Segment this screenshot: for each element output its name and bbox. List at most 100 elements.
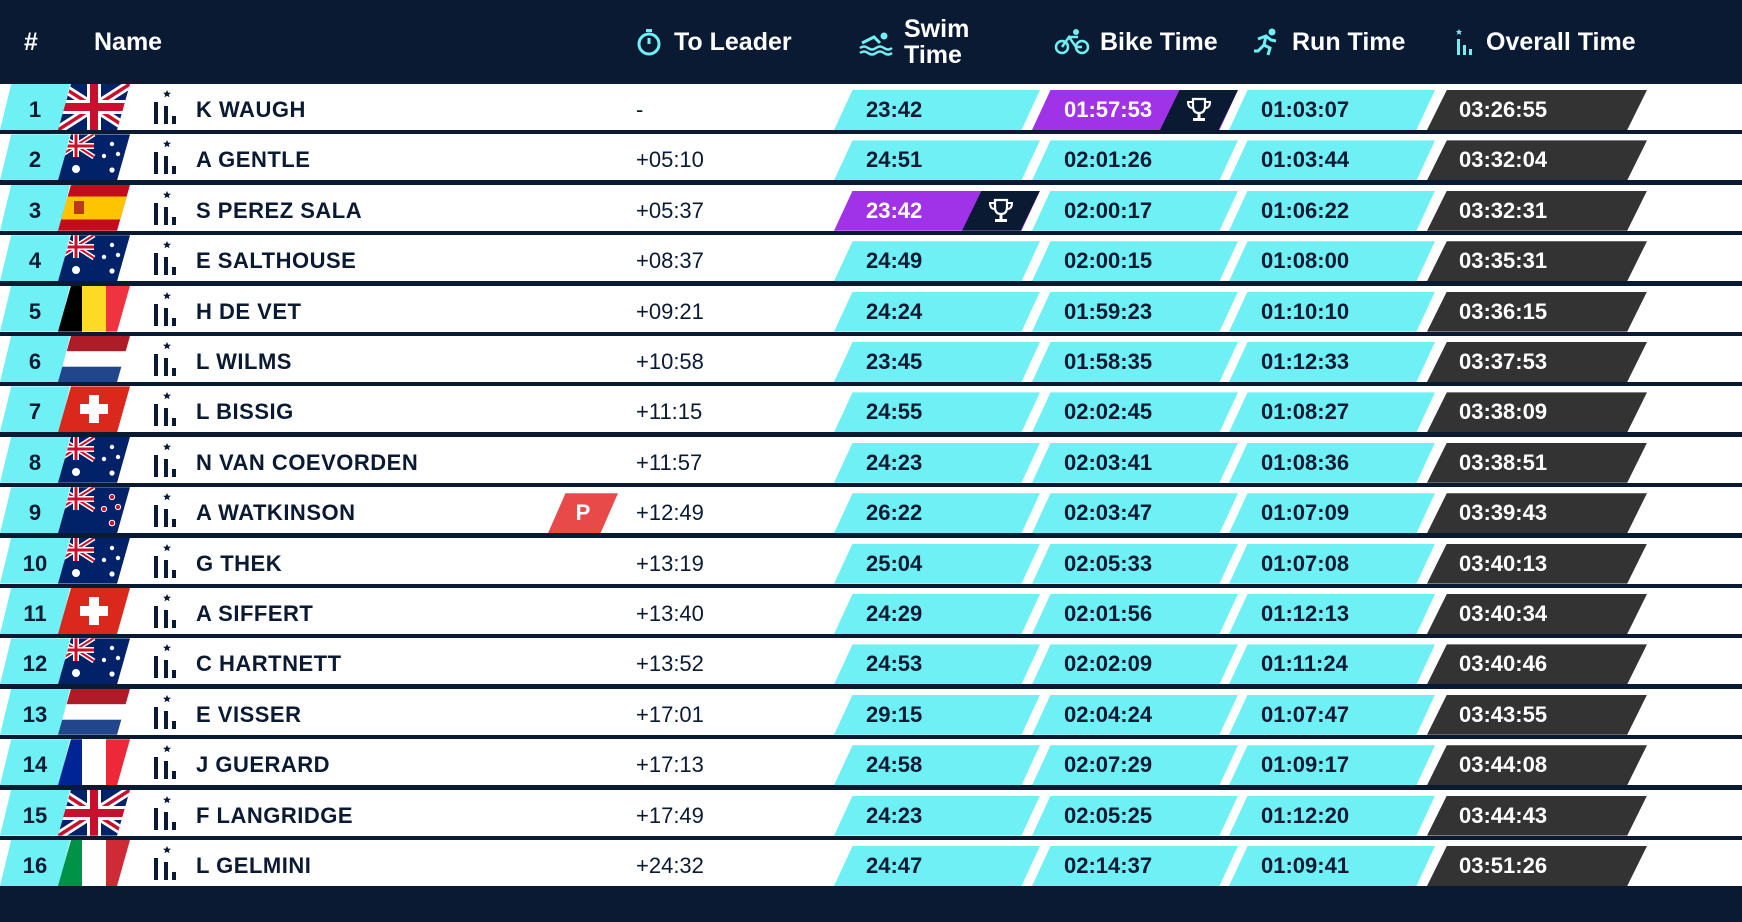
table-row[interactable]: 14 J GUERARD +17:13 24:58 02:07:29 01:09:17 03… <box>0 739 1742 786</box>
table-row[interactable]: 11 A SIFFERT +13:40 24:29 02:01:56 01:12:13 03… <box>0 588 1742 634</box>
stats-icon[interactable] <box>150 795 176 832</box>
header-to-leader: To Leader <box>634 0 792 84</box>
bike-time-cell: 02:05:25 <box>1032 795 1238 836</box>
to-leader-value: +12:49 <box>636 500 704 526</box>
table-row[interactable]: 9 A WATKINSON P +12:49 26:22 02:03:47 01:07:09… <box>0 487 1742 534</box>
rank-badge: 8 <box>0 436 70 483</box>
overall-time-cell: 03:39:43 <box>1427 493 1647 534</box>
athlete-name[interactable]: G THEK <box>196 550 283 576</box>
stats-icon[interactable] <box>150 694 176 731</box>
stats-icon[interactable] <box>150 342 176 378</box>
swim-time-cell: 24:49 <box>834 241 1040 282</box>
athlete-name[interactable]: L BISSIG <box>196 399 294 425</box>
table-header: # Name To Leader Swim Time Bike Time Run… <box>0 0 1742 84</box>
overall-time-cell: 03:38:09 <box>1427 392 1647 433</box>
rank-badge: 13 <box>0 688 70 735</box>
stats-icon[interactable] <box>150 392 176 428</box>
to-leader-value: +10:58 <box>636 349 704 374</box>
bike-time-cell: 02:01:26 <box>1032 140 1238 181</box>
to-leader-value: +13:40 <box>636 601 704 626</box>
bike-time-cell: 01:58:35 <box>1032 342 1238 382</box>
run-time-cell: 01:07:08 <box>1229 543 1435 584</box>
athlete-name[interactable]: A GENTLE <box>196 147 311 173</box>
stats-icon[interactable] <box>150 745 176 781</box>
run-time-cell: 01:03:44 <box>1229 140 1435 181</box>
to-leader-value: +09:21 <box>636 298 704 324</box>
athlete-name[interactable]: E SALTHOUSE <box>196 248 357 274</box>
athlete-name[interactable]: L GELMINI <box>196 853 312 878</box>
athlete-name[interactable]: S PEREZ SALA <box>196 197 363 223</box>
stats-icon[interactable] <box>150 493 176 529</box>
stats-icon[interactable] <box>150 90 176 126</box>
rank-badge: 2 <box>0 134 70 181</box>
athlete-name[interactable]: E VISSER <box>196 701 302 727</box>
run-time-cell: 01:11:24 <box>1229 644 1435 685</box>
athlete-name[interactable]: K WAUGH <box>196 97 306 122</box>
to-leader-value: +11:57 <box>636 449 703 475</box>
athlete-name[interactable]: N VAN COEVORDEN <box>196 449 419 475</box>
swim-time-cell: 24:24 <box>834 291 1040 332</box>
athlete-name[interactable]: H DE VET <box>196 298 302 324</box>
bike-time-cell: 02:14:37 <box>1032 846 1238 886</box>
to-leader-value: +11:15 <box>636 399 703 425</box>
athlete-name[interactable]: A SIFFERT <box>196 601 314 626</box>
stats-icon[interactable] <box>150 241 176 277</box>
flag-sui-icon <box>58 386 130 433</box>
header-run-label: Run Time <box>1292 27 1406 56</box>
table-row[interactable]: 12 C HARTNETT +13:52 24:53 02:02:09 01:11:24 0… <box>0 638 1742 685</box>
athlete-name[interactable]: L WILMS <box>196 349 292 374</box>
overall-time-cell: 03:44:43 <box>1427 795 1647 836</box>
swim-time-cell: 24:47 <box>834 846 1040 886</box>
swim-time-cell: 24:55 <box>834 392 1040 433</box>
stats-icon[interactable] <box>150 846 176 882</box>
overall-time-cell: 03:40:46 <box>1427 644 1647 685</box>
table-row[interactable]: 13 E VISSER +17:01 29:15 02:04:24 01:07:47 03:… <box>0 688 1742 735</box>
athlete-name[interactable]: F LANGRIDGE <box>196 802 354 828</box>
table-row[interactable]: 15 F LANGRIDGE +17:49 24:23 02:05:25 01:12:20… <box>0 789 1742 836</box>
table-row[interactable]: 5 H DE VET +09:21 24:24 01:59:23 01:10:10 03:3… <box>0 285 1742 332</box>
header-swim: Swim Time <box>858 0 969 84</box>
run-time-cell: 01:08:36 <box>1229 442 1435 483</box>
stats-icon[interactable] <box>150 190 176 227</box>
swim-time-cell: 24:23 <box>834 795 1040 836</box>
table-row[interactable]: 6 L WILMS +10:58 23:45 01:58:35 01:12:33 03:37… <box>0 336 1742 382</box>
header-rank: # <box>24 27 38 56</box>
table-row[interactable]: 7 L BISSIG +11:15 24:55 02:02:45 01:08:27 03:3… <box>0 386 1742 433</box>
stats-icon[interactable] <box>150 140 176 176</box>
athlete-name[interactable]: C HARTNETT <box>196 651 342 677</box>
stats-icon[interactable] <box>150 543 176 580</box>
rank-badge: 9 <box>0 487 70 534</box>
table-row[interactable]: 8 N VAN COEVORDEN +11:57 24:23 02:03:41 01:08… <box>0 436 1742 483</box>
bike-time-cell: 02:04:24 <box>1032 694 1238 735</box>
bike-time-cell: 02:02:45 <box>1032 392 1238 433</box>
header-name: Name <box>94 27 163 56</box>
table-row[interactable]: 16 L GELMINI +24:32 24:47 02:14:37 01:09:41 03… <box>0 840 1742 886</box>
to-leader-value: +24:32 <box>636 853 704 878</box>
header-bike-label: Bike Time <box>1100 27 1218 56</box>
run-time-cell: 01:07:47 <box>1229 694 1435 735</box>
penalty-badge: P <box>548 493 618 534</box>
table-row[interactable]: 10 G THEK +13:19 25:04 02:05:33 01:07:08 03:40… <box>0 537 1742 584</box>
to-leader-value: +17:13 <box>636 752 704 778</box>
swim-time-cell: 26:22 <box>834 493 1040 534</box>
header-overall-label: Overall Time <box>1486 27 1636 56</box>
flag-nzl-icon <box>58 487 130 534</box>
athlete-name[interactable]: J GUERARD <box>196 752 331 778</box>
table-row[interactable]: 4 E SALTHOUSE +08:37 24:49 02:00:15 01:08:00 0… <box>0 235 1742 282</box>
overall-time-cell: 03:26:55 <box>1427 90 1647 130</box>
table-row[interactable]: 3 S PEREZ SALA +05:37 23:42 02:00:17 01:06:22… <box>0 184 1742 231</box>
stats-icon[interactable] <box>150 644 176 680</box>
header-bike: Bike Time <box>1054 0 1218 84</box>
table-row[interactable]: 1 K WAUGH - 23:42 01:57:53 01:03:07 03:26:55 <box>0 84 1742 130</box>
swim-time-cell: 23:42 <box>834 90 1040 130</box>
swim-time-cell: 29:15 <box>834 694 1040 735</box>
swim-time-cell: 24:29 <box>834 594 1040 634</box>
stats-icon[interactable] <box>150 291 176 328</box>
stats-icon[interactable] <box>150 442 176 479</box>
table-row[interactable]: 2 A GENTLE +05:10 24:51 02:01:26 01:03:44 03:3… <box>0 134 1742 181</box>
rank-badge: 5 <box>0 285 70 332</box>
athlete-name[interactable]: A WATKINSON <box>196 500 356 526</box>
rank-badge: 12 <box>0 638 70 685</box>
stats-icon[interactable] <box>150 594 176 630</box>
trophy-icon <box>1160 90 1238 130</box>
